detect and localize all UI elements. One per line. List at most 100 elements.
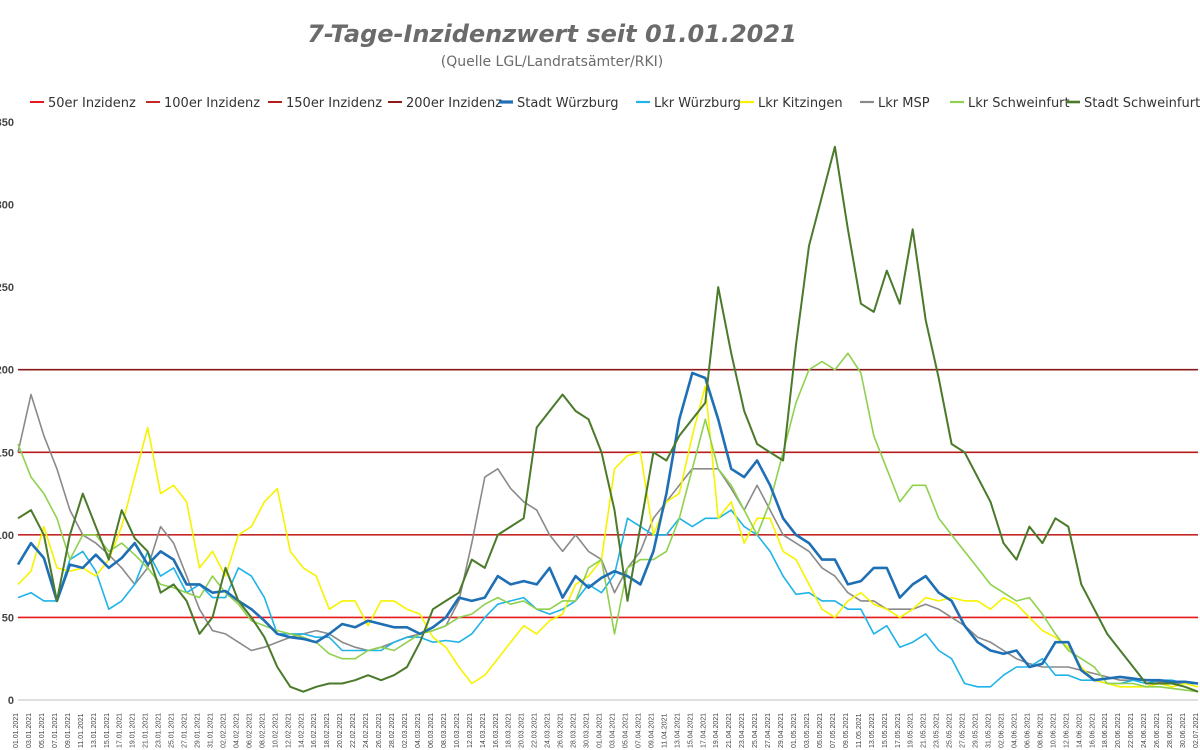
x-tick-label: 02.02.2021: [221, 713, 228, 748]
x-tick-label: 23.04.2021: [739, 713, 746, 748]
x-tick-label: 22.03.2021: [532, 713, 539, 748]
legend-label: Lkr Schweinfurt: [968, 96, 1070, 111]
x-tick-label: 20.02.2021: [337, 713, 344, 748]
legend-label: 100er Inzidenz: [164, 96, 260, 111]
x-tick-label: 24.02.2021: [363, 713, 370, 748]
x-tick-label: 12.03.2021: [467, 713, 474, 748]
y-axis: 0 50 100 150 200 250 300 350: [0, 117, 14, 707]
series-line: [17, 145, 1199, 693]
x-tick-label: 05.05.2021: [817, 713, 824, 748]
x-tick-label: 16.03.2021: [493, 713, 500, 748]
x-tick-label: 21.01.2021: [143, 713, 150, 748]
x-tick-label: 31.05.2021: [986, 713, 993, 748]
x-tick-label: 18.03.2021: [506, 713, 513, 748]
x-tick-label: 27.04.2021: [765, 713, 772, 748]
x-tick-label: 07.04.2021: [635, 713, 642, 748]
x-tick-label: 19.05.2021: [908, 713, 915, 748]
x-tick-label: 17.04.2021: [700, 713, 707, 748]
series-line: [17, 509, 1198, 688]
x-tick-label: 17.01.2021: [117, 713, 124, 748]
x-tick-label: 21.04.2021: [726, 713, 733, 748]
x-tick-label: 08.03.2021: [441, 713, 448, 748]
x-tick-label: 11.01.2021: [78, 713, 85, 748]
x-tick-label: 15.04.2021: [687, 713, 694, 748]
y-tick-label: 300: [0, 200, 14, 212]
y-tick-label: 350: [0, 117, 14, 129]
x-tick-label: 13.01.2021: [91, 713, 98, 748]
y-tick-label: 0: [8, 695, 14, 707]
y-tick-label: 100: [0, 530, 14, 542]
x-tick-label: 14.06.2021: [1076, 713, 1083, 748]
series-line: [16, 371, 1199, 685]
x-tick-label: 26.03.2021: [558, 713, 565, 748]
x-tick-label: 30.03.2021: [584, 713, 591, 748]
x-tick-label: 11.04.2021: [661, 713, 668, 748]
x-tick-label: 03.05.2021: [804, 713, 811, 748]
x-tick-label: 04.02.2021: [233, 713, 240, 748]
legend-label: Lkr MSP: [878, 96, 930, 111]
x-axis: 01.01.2021 03.01.2021 05.01.2021 07.01.2021…: [13, 699, 1200, 748]
x-tick-label: 26.02.2021: [376, 713, 383, 748]
series-lines: [16, 145, 1199, 693]
x-tick-label: 07.01.2021: [52, 713, 59, 748]
chart-subtitle: (Quelle LGL/Landratsämter/RKI): [441, 54, 664, 70]
x-tick-label: 04.03.2021: [415, 713, 422, 748]
x-tick-label: 06.06.2021: [1024, 713, 1031, 748]
x-tick-label: 29.05.2021: [973, 713, 980, 748]
x-tick-label: 06.03.2021: [428, 713, 435, 748]
x-tick-label: 15.01.2021: [104, 713, 111, 748]
x-tick-label: 29.01.2021: [195, 713, 202, 748]
x-tick-label: 27.05.2021: [960, 713, 967, 748]
x-tick-label: 28.06.2021: [1167, 713, 1174, 748]
x-tick-label: 21.05.2021: [921, 713, 928, 748]
x-tick-label: 26.06.2021: [1154, 713, 1161, 748]
x-tick-label: 02.06.2021: [999, 713, 1006, 748]
x-tick-label: 12.06.2021: [1063, 713, 1070, 748]
x-tick-label: 01.05.2021: [791, 713, 798, 748]
legend-label: Stadt Schweinfurt: [1084, 96, 1200, 111]
x-tick-label: 25.05.2021: [947, 713, 954, 748]
x-tick-label: 31.01.2021: [208, 713, 215, 748]
x-tick-label: 16.02.2021: [311, 713, 318, 748]
x-tick-label: 15.05.2021: [882, 713, 889, 748]
x-tick-label: 04.06.2021: [1012, 713, 1019, 748]
y-tick-label: 150: [0, 447, 14, 459]
x-tick-label: 06.02.2021: [246, 713, 253, 748]
x-tick-label: 08.06.2021: [1037, 713, 1044, 748]
x-tick-label: 03.01.2021: [26, 713, 33, 748]
x-tick-label: 07.05.2021: [830, 713, 837, 748]
chart-title: 7-Tage-Inzidenzwert seit 01.01.2021: [307, 20, 797, 48]
x-tick-label: 10.02.2021: [272, 713, 279, 748]
x-tick-label: 25.01.2021: [169, 713, 176, 748]
x-tick-label: 09.05.2021: [843, 713, 850, 748]
x-tick-label: 19.01.2021: [130, 713, 137, 748]
y-tick-label: 50: [2, 612, 14, 624]
x-tick-label: 22.02.2021: [350, 713, 357, 748]
x-tick-label: 28.02.2021: [389, 713, 396, 748]
x-tick-label: 17.05.2021: [895, 713, 902, 748]
x-tick-label: 23.05.2021: [934, 713, 941, 748]
x-tick-label: 24.03.2021: [545, 713, 552, 748]
series-line: [17, 385, 1199, 688]
x-tick-label: 29.04.2021: [778, 713, 785, 748]
legend-label: 50er Inzidenz: [48, 96, 136, 111]
y-tick-label: 250: [0, 282, 14, 294]
x-tick-label: 14.02.2021: [298, 713, 305, 748]
x-tick-label: 03.04.2021: [610, 713, 617, 748]
x-tick-label: 14.03.2021: [480, 713, 487, 748]
legend-label: Lkr Würzburg: [654, 96, 741, 111]
legend-label: Lkr Kitzingen: [758, 96, 843, 111]
chart-legend: 50er Inzidenz 100er Inzidenz 150er Inziden…: [30, 96, 1200, 111]
x-tick-label: 11.05.2021: [856, 713, 863, 748]
x-tick-label: 20.06.2021: [1115, 713, 1122, 748]
x-tick-label: 13.05.2021: [869, 713, 876, 748]
legend-label: Stadt Würzburg: [517, 96, 618, 111]
y-tick-label: 200: [0, 365, 14, 377]
x-tick-label: 25.04.2021: [752, 713, 759, 748]
x-tick-label: 27.01.2021: [182, 713, 189, 748]
x-tick-label: 22.06.2021: [1128, 713, 1135, 748]
series-line: [17, 352, 1199, 693]
x-tick-label: 24.06.2021: [1141, 713, 1148, 748]
x-tick-label: 18.02.2021: [324, 713, 331, 748]
x-tick-label: 23.01.2021: [156, 713, 163, 748]
